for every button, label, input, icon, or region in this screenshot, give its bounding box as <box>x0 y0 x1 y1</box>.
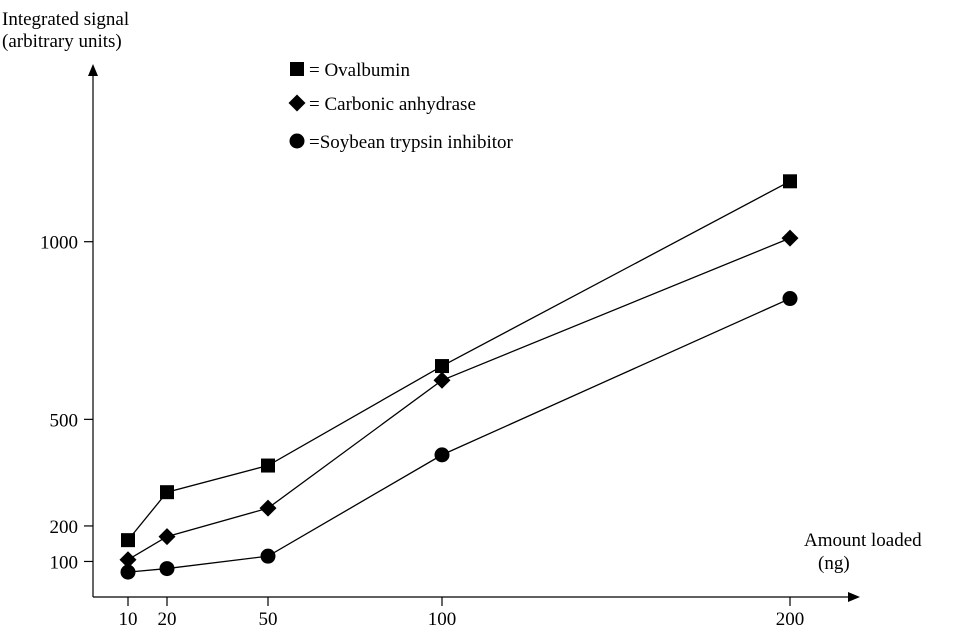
legend-marker <box>290 62 304 76</box>
legend-label: =Soybean trypsin inhibitor <box>309 132 514 153</box>
data-point <box>782 291 798 307</box>
series-line <box>127 237 791 561</box>
x-axis-label-line: Amount loaded <box>804 530 922 551</box>
x-axis-arrow <box>848 592 860 602</box>
data-point <box>159 561 175 577</box>
data-point <box>158 528 176 546</box>
x-tick-label: 50 <box>259 609 278 630</box>
data-point <box>433 371 451 389</box>
legend-item: = Ovalbumin <box>290 60 410 81</box>
data-point <box>119 551 137 569</box>
data-point <box>783 174 797 189</box>
series-square <box>121 174 797 548</box>
series-line <box>127 180 791 541</box>
data-point <box>259 499 277 517</box>
legend: = Ovalbumin = Carbonic anhydrase =Soybean … <box>288 60 514 153</box>
legend-marker <box>288 94 306 112</box>
y-axis-label-line: Integrated signal <box>2 9 129 30</box>
x-tick-label: 10 <box>119 609 138 630</box>
x-axis-label: Amount loaded(ng) <box>804 530 922 574</box>
legend-item: = Carbonic anhydrase <box>288 94 476 115</box>
data-point <box>260 548 276 564</box>
y-tick-label: 1000 <box>40 233 78 254</box>
series-diamond <box>119 229 799 569</box>
y-axis-label: Integrated signal(arbitrary units) <box>2 9 129 52</box>
x-tick-label: 200 <box>776 609 805 630</box>
x-tick-label: 20 <box>158 609 177 630</box>
data-point <box>261 458 275 473</box>
data-point <box>120 564 136 580</box>
x-axis-label-line: (ng) <box>818 553 850 574</box>
series-group <box>119 174 799 580</box>
legend-item: =Soybean trypsin inhibitor <box>289 132 514 153</box>
legend-label: = Carbonic anhydrase <box>309 94 476 115</box>
legend-marker <box>289 133 305 149</box>
data-point <box>434 447 450 463</box>
y-tick-label: 100 <box>50 552 79 573</box>
y-axis-label-line: (arbitrary units) <box>2 31 122 52</box>
series-circle <box>120 291 798 580</box>
y-tick-label: 200 <box>50 517 79 538</box>
legend-label: = Ovalbumin <box>309 60 410 81</box>
data-point <box>160 485 174 500</box>
series-line <box>127 297 791 573</box>
data-point <box>781 229 799 247</box>
data-point <box>435 359 449 374</box>
axes <box>84 64 860 606</box>
data-point <box>121 533 135 548</box>
tick-labels: 10 20 50 100 200 100 200 500 1000 <box>40 233 804 630</box>
y-tick-label: 500 <box>50 410 79 431</box>
x-tick-label: 100 <box>428 609 457 630</box>
y-axis-arrow <box>88 64 98 76</box>
